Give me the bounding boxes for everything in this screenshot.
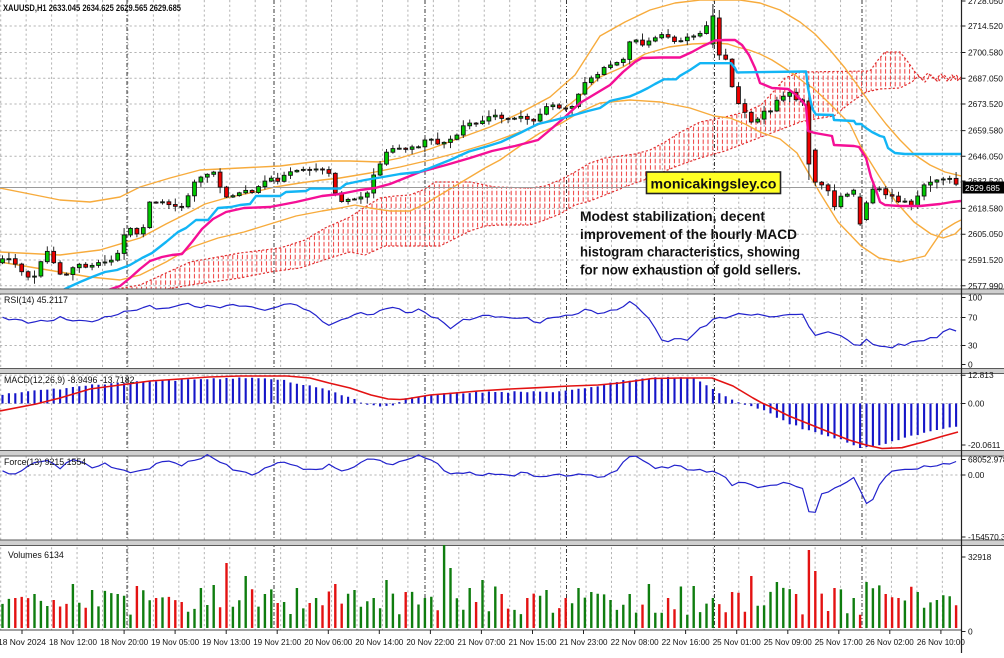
svg-text:2673.520: 2673.520 [968, 99, 1003, 109]
svg-text:19 Nov 21:00: 19 Nov 21:00 [253, 637, 301, 647]
svg-text:21 Nov 15:00: 21 Nov 15:00 [509, 637, 557, 647]
svg-text:0.00: 0.00 [968, 470, 985, 480]
svg-text:12.813: 12.813 [968, 370, 994, 380]
svg-text:2687.050: 2687.050 [968, 73, 1003, 83]
svg-text:70: 70 [968, 313, 978, 323]
svg-text:Volumes 6134: Volumes 6134 [8, 550, 64, 560]
svg-text:XAUUSD,H1 2633.045 2634.625 26: XAUUSD,H1 2633.045 2634.625 2629.565 262… [3, 3, 181, 13]
svg-text:100: 100 [968, 293, 982, 303]
svg-text:MACD(12,26,9) -8.9496 -13.7182: MACD(12,26,9) -8.9496 -13.7182 [4, 375, 135, 385]
svg-text:improvement of the hourly MACD: improvement of the hourly MACD [580, 227, 797, 243]
svg-text:2591.520: 2591.520 [968, 255, 1003, 265]
svg-text:RSI(14) 45.2117: RSI(14) 45.2117 [4, 295, 68, 305]
svg-text:20 Nov 22:00: 20 Nov 22:00 [406, 637, 454, 647]
svg-text:Force(13) 9215.1554: Force(13) 9215.1554 [4, 457, 86, 467]
svg-text:32918: 32918 [968, 552, 992, 562]
svg-text:2618.580: 2618.580 [968, 203, 1003, 213]
svg-text:30: 30 [968, 341, 978, 351]
svg-text:monicakingsley.co: monicakingsley.co [651, 177, 777, 193]
svg-text:22 Nov 16:00: 22 Nov 16:00 [662, 637, 710, 647]
svg-text:18 Nov 20:00: 18 Nov 20:00 [100, 637, 148, 647]
svg-text:22 Nov 08:00: 22 Nov 08:00 [611, 637, 659, 647]
svg-text:25 Nov 17:00: 25 Nov 17:00 [815, 637, 863, 647]
svg-text:21 Nov 07:00: 21 Nov 07:00 [457, 637, 505, 647]
svg-text:2605.050: 2605.050 [968, 229, 1003, 239]
svg-text:0: 0 [968, 360, 973, 370]
svg-text:0: 0 [968, 627, 973, 637]
svg-text:21 Nov 23:00: 21 Nov 23:00 [560, 637, 608, 647]
svg-text:-20.0611: -20.0611 [968, 440, 1001, 450]
svg-text:18 Nov 2024: 18 Nov 2024 [0, 637, 46, 647]
svg-text:0.00: 0.00 [968, 399, 985, 409]
svg-text:25 Nov 09:00: 25 Nov 09:00 [764, 637, 812, 647]
svg-text:2728.050: 2728.050 [968, 0, 1003, 6]
svg-text:2700.580: 2700.580 [968, 48, 1003, 58]
svg-text:Modest stabilization, decent: Modest stabilization, decent [580, 209, 765, 225]
svg-text:2714.520: 2714.520 [968, 21, 1003, 31]
svg-text:20 Nov 06:00: 20 Nov 06:00 [304, 637, 352, 647]
svg-text:19 Nov 13:00: 19 Nov 13:00 [202, 637, 250, 647]
svg-text:histogram characteristics, sho: histogram characteristics, showing [580, 245, 800, 261]
svg-text:68052.9782: 68052.9782 [968, 455, 1004, 465]
svg-text:2646.050: 2646.050 [968, 151, 1003, 161]
svg-text:19 Nov 05:00: 19 Nov 05:00 [151, 637, 199, 647]
svg-text:for now exhaustion of gold sel: for now exhaustion of gold sellers. [580, 263, 801, 279]
svg-text:26 Nov 10:00: 26 Nov 10:00 [917, 637, 965, 647]
svg-text:-154570.3906: -154570.3906 [968, 532, 1004, 542]
svg-text:25 Nov 01:00: 25 Nov 01:00 [713, 637, 761, 647]
svg-text:2577.990: 2577.990 [968, 281, 1003, 291]
svg-text:20 Nov 14:00: 20 Nov 14:00 [355, 637, 403, 647]
svg-text:26 Nov 02:00: 26 Nov 02:00 [866, 637, 914, 647]
svg-text:18 Nov 12:00: 18 Nov 12:00 [49, 637, 97, 647]
svg-text:2659.580: 2659.580 [968, 126, 1003, 136]
svg-text:2629.685: 2629.685 [965, 183, 1000, 193]
